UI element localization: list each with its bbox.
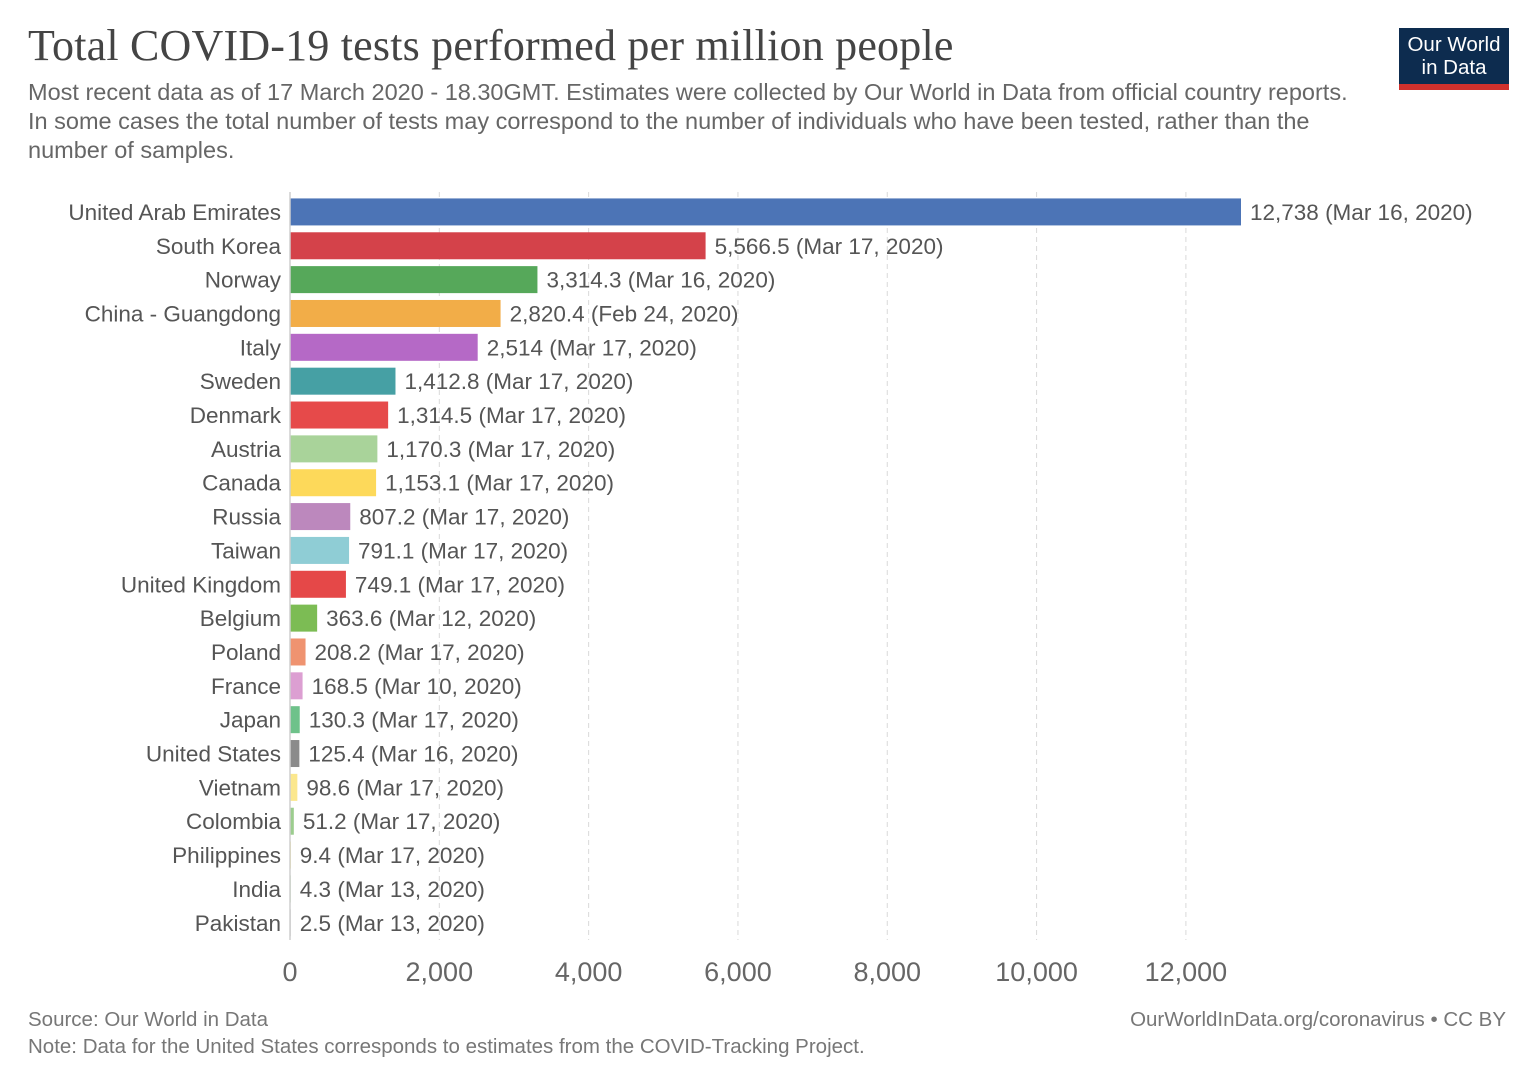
category-label: Japan — [220, 708, 281, 733]
bar-russia — [290, 503, 351, 531]
bar-norway — [290, 266, 538, 294]
note-text: Note: Data for the United States corresp… — [28, 1035, 865, 1058]
bar-canada — [290, 469, 377, 497]
bar-france — [290, 672, 303, 700]
bar-denmark — [290, 401, 389, 429]
category-label: Italy — [240, 335, 282, 360]
category-label: India — [232, 877, 281, 902]
bar-austria — [290, 435, 378, 463]
bar-chart: United Arab Emirates 12,738 (Mar 16, 2020… — [68, 192, 1473, 987]
x-tick-label: 2,000 — [406, 957, 474, 987]
bar-japan — [290, 706, 300, 734]
bar-poland — [290, 638, 306, 666]
x-tick-label: 0 — [282, 957, 297, 987]
value-label: 168.5 (Mar 10, 2020) — [312, 674, 522, 699]
bar-belgium — [290, 604, 318, 632]
bar-vietnam — [290, 773, 298, 801]
category-label: France — [211, 674, 281, 699]
value-label: 125.4 (Mar 16, 2020) — [308, 742, 518, 767]
category-label: Canada — [202, 471, 281, 496]
bar-taiwan — [290, 536, 350, 564]
bar-italy — [290, 333, 478, 361]
category-label: Austria — [211, 437, 282, 462]
x-tick-label: 12,000 — [1145, 957, 1228, 987]
bar-south-korea — [290, 232, 706, 260]
value-label: 1,170.3 (Mar 17, 2020) — [386, 437, 615, 462]
value-label: 749.1 (Mar 17, 2020) — [355, 572, 565, 597]
value-label: 208.2 (Mar 17, 2020) — [315, 640, 525, 665]
chart-title: Total COVID-19 tests performed per milli… — [28, 21, 954, 70]
x-tick-label: 4,000 — [555, 957, 623, 987]
value-label: 4.3 (Mar 13, 2020) — [300, 877, 485, 902]
category-label: Norway — [205, 268, 282, 293]
logo-line-2: in Data — [1421, 56, 1487, 79]
bar-united-states — [290, 740, 300, 768]
value-label: 791.1 (Mar 17, 2020) — [358, 538, 568, 563]
bar-china-guangdong — [290, 299, 501, 327]
category-label: Vietnam — [199, 775, 281, 800]
category-label: China - Guangdong — [85, 301, 281, 326]
footer-left: Source: Our World in Data Note: Data for… — [28, 1006, 865, 1060]
value-label: 2,820.4 (Feb 24, 2020) — [510, 301, 739, 326]
category-label: United States — [146, 742, 281, 767]
bar-sweden — [290, 367, 396, 395]
logo-accent-bar — [1399, 84, 1509, 90]
bar-united-arab-emirates — [290, 198, 1241, 226]
category-label: South Korea — [156, 234, 282, 259]
category-label: Colombia — [186, 809, 282, 834]
value-label: 363.6 (Mar 12, 2020) — [326, 606, 536, 631]
value-label: 1,314.5 (Mar 17, 2020) — [397, 403, 626, 428]
category-label: Philippines — [172, 843, 281, 868]
category-label: Poland — [211, 640, 281, 665]
x-tick-label: 8,000 — [853, 957, 921, 987]
value-label: 3,314.3 (Mar 16, 2020) — [546, 268, 775, 293]
category-label: Denmark — [190, 403, 282, 428]
category-label: Belgium — [200, 606, 281, 631]
category-label: Taiwan — [211, 538, 281, 563]
value-label: 130.3 (Mar 17, 2020) — [309, 708, 519, 733]
chart-subtitle: Most recent data as of 17 March 2020 - 1… — [28, 79, 1348, 163]
value-label: 1,412.8 (Mar 17, 2020) — [404, 369, 633, 394]
category-label: United Kingdom — [121, 572, 281, 597]
category-label: Russia — [212, 505, 281, 530]
value-label: 98.6 (Mar 17, 2020) — [306, 775, 504, 800]
bar-united-kingdom — [290, 570, 346, 598]
value-label: 5,566.5 (Mar 17, 2020) — [715, 234, 944, 259]
footer-link[interactable]: OurWorldInData.org/coronavirus • CC BY — [1130, 1008, 1506, 1031]
source-text: Source: Our World in Data — [28, 1008, 269, 1031]
value-label: 51.2 (Mar 17, 2020) — [303, 809, 501, 834]
logo-line-1: Our World — [1407, 33, 1501, 56]
value-label: 1,153.1 (Mar 17, 2020) — [385, 471, 614, 496]
value-label: 12,738 (Mar 16, 2020) — [1250, 200, 1473, 225]
x-tick-label: 6,000 — [704, 957, 772, 987]
category-label: Sweden — [200, 369, 281, 394]
value-label: 2.5 (Mar 13, 2020) — [300, 911, 485, 936]
value-label: 9.4 (Mar 17, 2020) — [300, 843, 485, 868]
value-label: 807.2 (Mar 17, 2020) — [359, 505, 569, 530]
owid-logo[interactable]: Our World in Data — [1399, 28, 1509, 90]
x-tick-label: 10,000 — [995, 957, 1078, 987]
value-label: 2,514 (Mar 17, 2020) — [487, 335, 697, 360]
category-label: United Arab Emirates — [68, 200, 281, 225]
category-label: Pakistan — [195, 911, 281, 936]
bar-colombia — [290, 807, 294, 835]
